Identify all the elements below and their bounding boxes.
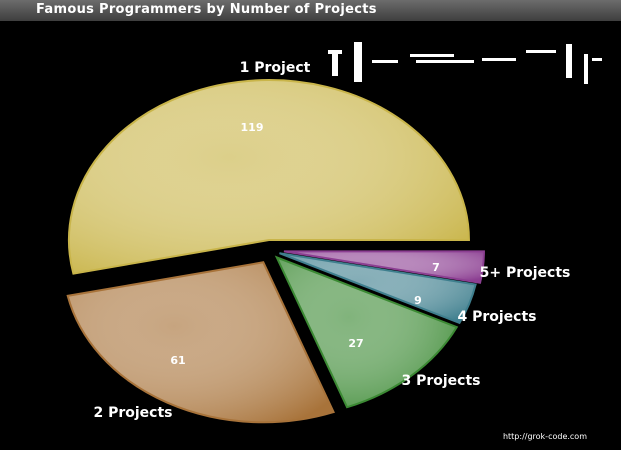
slice-5plus-projects-shade — [283, 250, 485, 284]
value-label: 61 — [170, 354, 185, 367]
category-label: 1 Project — [240, 60, 311, 76]
category-label: 2 Projects — [93, 405, 172, 421]
logo-graphic-icon — [328, 42, 602, 84]
slice-2-projects-shade — [66, 261, 335, 424]
chart-title: Famous Programmers by Number of Projects — [36, 2, 377, 17]
value-label: 27 — [348, 337, 363, 350]
value-label: 119 — [241, 121, 264, 134]
credit-link[interactable]: http://grok-code.com — [502, 432, 587, 441]
slice-3-projects-shade — [274, 255, 459, 409]
value-label: 7 — [432, 261, 440, 274]
category-label: 3 Projects — [401, 373, 480, 389]
slice-1-project-shade — [68, 79, 470, 275]
category-label: 5+ Projects — [480, 265, 571, 281]
title-bar: Famous Programmers by Number of Projects — [0, 0, 621, 21]
slice-4-projects-shade — [279, 252, 477, 325]
value-label: 9 — [414, 294, 422, 307]
category-label: 4 Projects — [457, 309, 536, 325]
